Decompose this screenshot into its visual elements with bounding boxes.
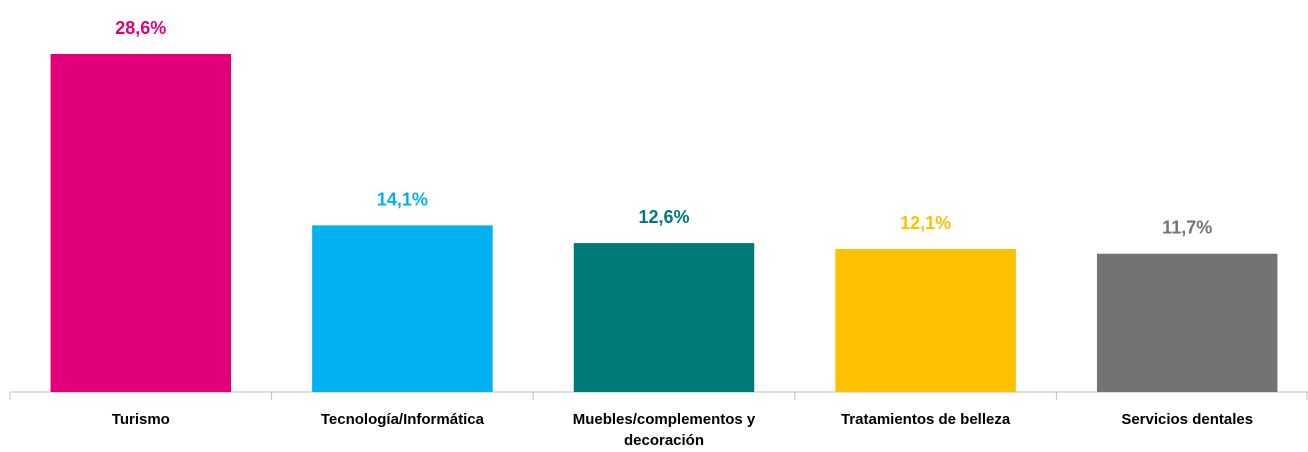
x-tick-label: Tecnología/Informática [320, 411, 484, 428]
bar [50, 54, 232, 392]
bar [1096, 253, 1278, 392]
bar [573, 243, 755, 392]
value-label: 14,1% [377, 189, 428, 209]
x-tick-label: Tratamientos de belleza [840, 411, 1011, 428]
value-label: 11,7% [1162, 218, 1212, 238]
bar [312, 225, 493, 392]
bar [835, 249, 1016, 392]
value-label: 12,6% [638, 207, 689, 227]
value-label: 28,6% [115, 18, 166, 38]
x-tick-label: Turismo [111, 411, 170, 428]
value-label: 12,1% [900, 213, 951, 233]
x-tick-label: Servicios dentales [1121, 411, 1254, 428]
x-tick-label: Muebles/complementos y decoración [572, 411, 756, 449]
